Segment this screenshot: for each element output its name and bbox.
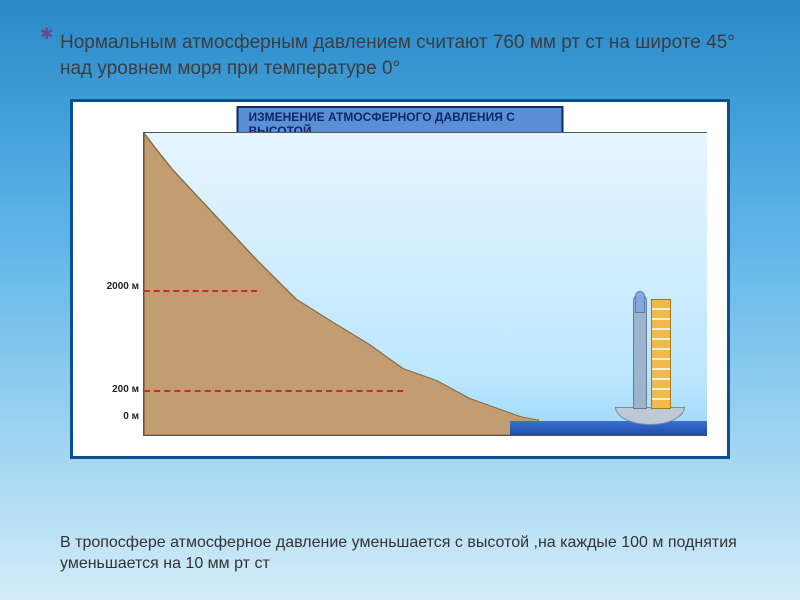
y-axis-tick-label: 0 м	[123, 411, 139, 422]
boat-base-icon	[615, 407, 685, 425]
barometer-instrument	[615, 277, 685, 427]
barometer-tube-icon	[633, 294, 647, 409]
chart-frame: ИЗМЕНЕНИЕ АТМОСФЕРНОГО ДАВЛЕНИЯ С ВЫСОТО…	[70, 99, 730, 459]
altitude-reference-line	[144, 290, 257, 292]
y-axis-tick-label: 2000 м	[107, 281, 139, 292]
slide-root: ✱ Нормальным атмосферным давлением счита…	[0, 0, 800, 600]
chart-plot-area	[143, 132, 707, 436]
y-axis-tick-label: 200 м	[112, 384, 139, 395]
altitude-reference-line	[144, 390, 403, 392]
barometer-bulb-icon	[635, 291, 645, 313]
main-heading-text: Нормальным атмосферным давлением считают…	[60, 30, 760, 81]
scale-ruler-icon	[651, 299, 671, 409]
bullet-star-icon: ✱	[40, 24, 53, 44]
bottom-caption-text: В тропосфере атмосферное давление уменьш…	[60, 533, 740, 575]
